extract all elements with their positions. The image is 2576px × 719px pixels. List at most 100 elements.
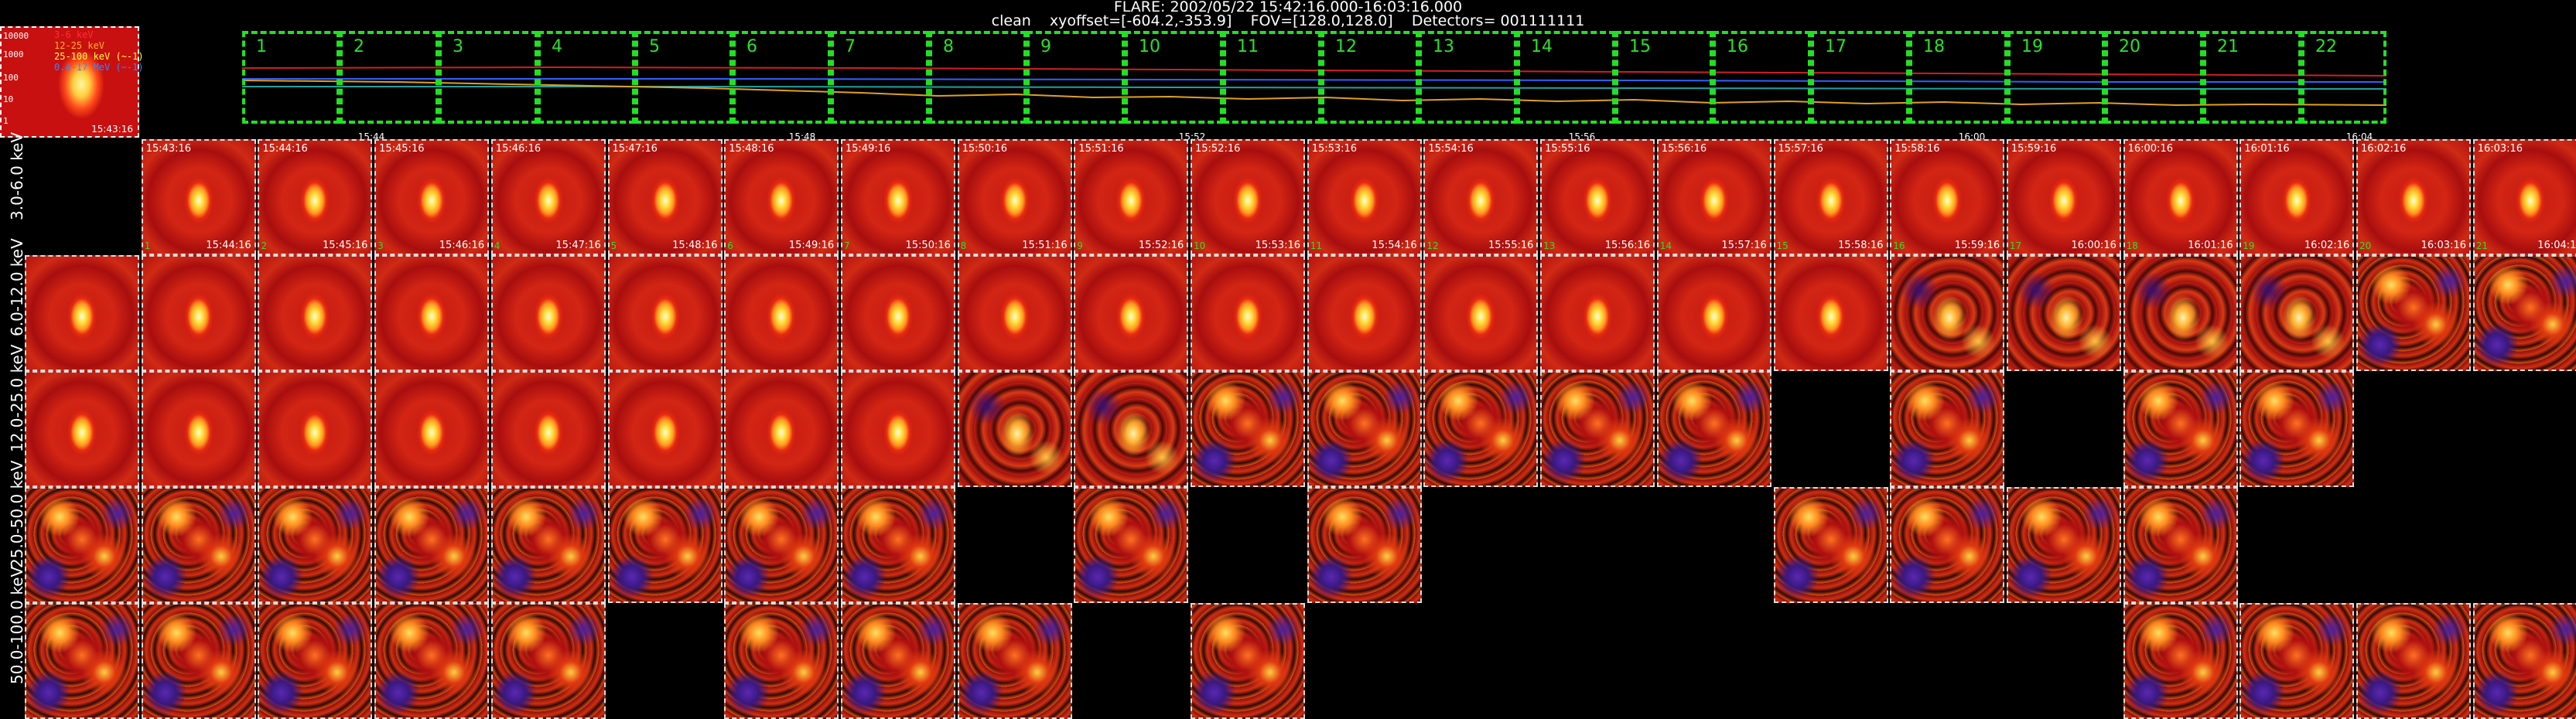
tile-start-time: 15:54:16	[1428, 143, 1474, 155]
image-tile	[957, 487, 1072, 603]
image-tile	[1890, 255, 2005, 371]
tile-start-time: 16:00:16	[2127, 143, 2173, 155]
image-tile	[2472, 255, 2576, 371]
image-tile	[2006, 603, 2121, 719]
image-tile: 16:00:16 16:01:16 18	[2123, 139, 2238, 255]
time-window-number: 4	[552, 37, 562, 56]
image-tile	[2006, 371, 2121, 487]
tile-window-number: 19	[2243, 240, 2255, 251]
time-window-number: 1	[256, 37, 267, 56]
image-tile	[1074, 603, 1189, 719]
lightcurve-3-6keV	[242, 66, 2386, 77]
time-window-number: 15	[1629, 37, 1651, 56]
time-window-number: 3	[453, 37, 463, 56]
y-tick-label: 100	[3, 73, 19, 83]
time-window-number: 11	[1237, 37, 1259, 56]
time-window-22: 22	[2301, 31, 2386, 124]
tile-end-time: 15:46:16	[439, 240, 485, 251]
tile-end-time: 15:56:16	[1604, 240, 1651, 251]
image-tile	[1656, 487, 1771, 603]
image-tile	[1656, 603, 1771, 719]
image-tile	[724, 371, 839, 487]
image-tile	[1074, 487, 1189, 603]
tile-window-number: 1	[144, 240, 151, 251]
image-tile	[2472, 603, 2576, 719]
image-tile: 16:02:16 16:03:16 20	[2356, 139, 2471, 255]
image-tile	[1773, 255, 1888, 371]
time-windows: 1 2 3 4 5 6 7 8 9 10 11 12 13 14 15 16 17 18 19 20 21 22	[242, 31, 2386, 127]
legend-entry: 25-100 keV (~-1)	[54, 51, 144, 62]
image-tile: 15:54:16 15:55:16 12	[1423, 139, 1539, 255]
time-window-2: 2	[340, 31, 439, 124]
time-window-13: 13	[1419, 31, 1517, 124]
image-tile	[25, 371, 139, 487]
image-tile	[141, 371, 256, 487]
tile-end-time: 15:47:16	[555, 240, 601, 251]
tile-window-number: 21	[2475, 240, 2488, 251]
image-tile	[1423, 603, 1539, 719]
tile-end-time: 16:03:16	[2421, 240, 2466, 251]
row-label-50-100keV: 50.0-100.0 keV	[8, 566, 26, 684]
tile-start-time: 15:49:16	[845, 143, 891, 155]
tile-window-number: 14	[1659, 240, 1672, 251]
time-window-15: 15	[1615, 31, 1713, 124]
image-tile	[840, 603, 955, 719]
time-window-16: 16	[1713, 31, 1811, 124]
tile-end-time: 15:51:16	[1022, 240, 1068, 251]
tile-end-time: 15:54:16	[1372, 240, 1417, 251]
tile-start-time: 15:43:16	[145, 143, 192, 155]
image-tile: 15:51:16 15:52:16 9	[1074, 139, 1189, 255]
time-window-number: 22	[2315, 37, 2337, 56]
image-tile: 15:44:16 15:45:16 2	[258, 139, 373, 255]
image-tile	[2239, 255, 2355, 371]
image-tile	[141, 603, 256, 719]
image-tile	[2006, 487, 2121, 603]
image-tile: 15:46:16 15:47:16 4	[490, 139, 606, 255]
image-tile	[1191, 603, 1305, 719]
image-tile	[2356, 371, 2471, 487]
time-window-number: 12	[1335, 37, 1357, 56]
time-window-11: 11	[1223, 31, 1321, 124]
tile-end-time: 15:49:16	[788, 240, 835, 251]
image-tile: 15:49:16 15:50:16 7	[840, 139, 955, 255]
image-tile	[1423, 487, 1539, 603]
tile-end-time: 15:48:16	[672, 240, 718, 251]
tile-start-time: 15:51:16	[1078, 143, 1124, 155]
row-label-3-6keV: 3.0-6.0 keV	[8, 131, 26, 220]
legend-entry: 3-6 keV	[54, 29, 94, 40]
image-tile	[374, 255, 490, 371]
tile-window-number: 6	[727, 240, 733, 251]
tile-window-number: 15	[1776, 240, 1789, 251]
image-tile	[724, 487, 839, 603]
tile-start-time: 15:48:16	[729, 143, 774, 155]
y-tick-label: 1000	[3, 49, 24, 60]
image-tile	[1074, 255, 1189, 371]
image-tile	[957, 255, 1072, 371]
tile-start-time: 15:47:16	[612, 143, 658, 155]
legend-entry: 0.4-17 MeV (~-1)	[54, 62, 144, 73]
image-tile	[2356, 487, 2471, 603]
time-window-19: 19	[2007, 31, 2105, 124]
time-window-12: 12	[1321, 31, 1419, 124]
time-window-number: 10	[1139, 37, 1160, 56]
tile-end-time: 15:45:16	[323, 240, 368, 251]
image-tile	[258, 487, 373, 603]
tile-end-time: 16:02:16	[2304, 240, 2350, 251]
image-tile	[840, 255, 955, 371]
image-tile	[2006, 255, 2121, 371]
time-window-number: 7	[845, 37, 856, 56]
image-tile	[840, 371, 955, 487]
image-tile	[607, 603, 723, 719]
image-tile	[490, 487, 606, 603]
lightcurve-12-25keV	[242, 80, 2386, 107]
tile-end-time: 15:53:16	[1255, 240, 1300, 251]
image-tile	[374, 603, 490, 719]
time-window-number: 16	[1727, 37, 1748, 56]
image-tile: 15:43:16 15:44:16 1	[141, 139, 256, 255]
overview-thumbnail: 10000 1000 100 10 1 3-6 keV 12-25 keV 25…	[0, 26, 144, 138]
tile-end-time: 15:55:16	[1488, 240, 1534, 251]
image-tile	[2472, 371, 2576, 487]
image-tile	[2356, 603, 2471, 719]
time-window-number: 6	[746, 37, 757, 56]
time-window-5: 5	[635, 31, 733, 124]
